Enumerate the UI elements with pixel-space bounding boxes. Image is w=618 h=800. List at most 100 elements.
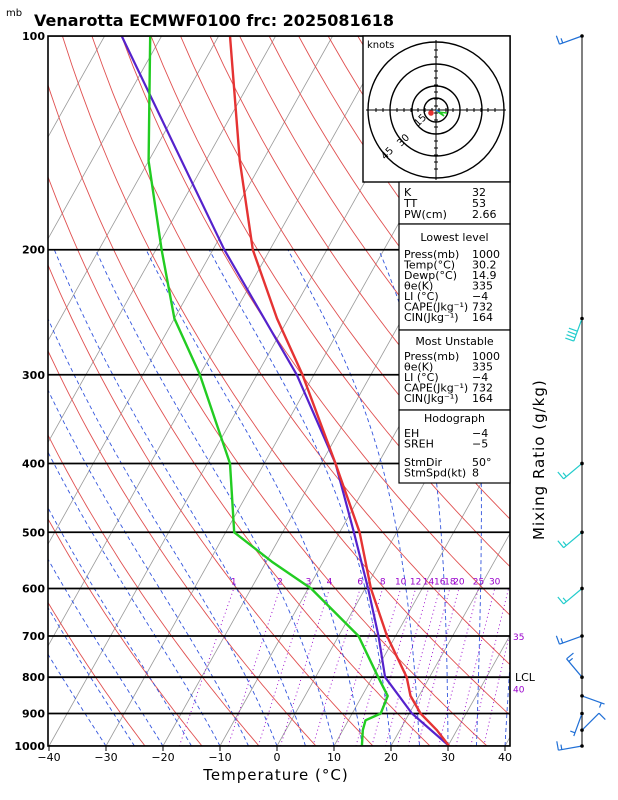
index-value: 2.66 [472,208,497,221]
moist-adiabat-line [95,249,335,746]
pressure-tick-label: 500 [22,526,45,539]
index-value: 53 [472,197,486,210]
wind-barb [555,34,584,45]
dewpoint-curve [147,36,389,746]
isotherm-line [48,36,390,647]
x-axis-label: Temperature (°C) [202,766,348,784]
index-label: LI (°C) [404,371,439,384]
isotherm-line [48,36,219,342]
mixing-ratio-label: 10 [395,577,407,587]
wind-barb [566,652,584,679]
pressure-tick-label: 600 [22,582,45,595]
dry-adiabat-line [48,263,374,746]
wind-barb [555,634,584,645]
wind-barb [565,316,584,342]
wind-barb [557,461,584,480]
x-tick-label: −10 [208,751,231,764]
index-value: 335 [472,280,493,293]
mixing-ratio-label: 2 [277,577,283,587]
x-tick-label: 20 [384,751,398,764]
mixing-ratio-label: 40 [513,686,525,696]
mixing-ratio-line [470,588,510,746]
moist-adiabat-line [287,249,420,746]
wind-barb [556,741,584,751]
dry-adiabat-line [48,83,488,746]
index-value: 732 [472,301,493,314]
dry-adiabat-line [48,175,431,746]
wind-barb [580,694,605,708]
index-value: −4 [472,290,488,303]
mixing-ratio-line [417,588,460,746]
mixing-ratio-line [397,588,441,746]
mixing-ratio-label: 4 [327,577,333,587]
wind-barb-station [580,675,584,679]
wind-barb-station [580,728,584,732]
dry-adiabat-line [91,36,510,666]
isotherm-line [48,36,105,138]
wind-barb-station [580,744,584,748]
chart-title: Venarotta ECMWF0100 frc: 2025081618 [34,11,394,30]
wind-barb-station [580,586,584,591]
pressure-tick-label: 900 [22,708,45,721]
mixing-ratio-label: 25 [473,577,484,587]
mixing-ratio-label: 8 [380,577,386,587]
dry-adiabat-line [209,36,510,474]
sounding-profiles [120,36,451,746]
index-label: Press(mb) [404,350,459,363]
mixing-ratio-label: 35 [513,633,524,643]
wind-barb-station [580,530,584,535]
index-label: CIN(Jkg⁻¹) [404,311,459,324]
mixing-ratio-label: 1 [231,577,237,587]
x-tick-label: 10 [327,751,341,764]
index-label: CAPE(Jkg⁻¹) [404,382,468,395]
isotherm-line [48,36,333,546]
indices-header: Hodograph [424,412,485,425]
mixing-ratio-line [227,588,281,746]
mixing-ratio-label: 18 [444,577,456,587]
index-value: 8 [472,467,479,480]
index-value: 335 [472,361,493,374]
index-value: 1000 [472,248,500,261]
index-label: StmDir [404,456,443,469]
index-label: PW(cm) [404,208,447,221]
indices-box [398,329,511,411]
index-label: θe(K) [404,361,433,374]
pressure-unit-label: mb [6,8,22,19]
parcel-curve [120,36,450,746]
mixing-ratio-label: 16 [434,577,446,587]
moist-adiabat-line [48,317,278,746]
hodograph-trace-upper [435,109,441,113]
index-label: StmSpd(kt) [404,467,466,480]
isotherm-line [390,532,510,746]
temperature-curve [228,36,451,746]
isotherm-line [48,36,162,240]
moist-adiabat-line [145,249,363,746]
wind-barb-station [580,711,584,716]
moist-adiabat-line [48,388,249,746]
x-tick-label: 0 [274,751,281,764]
pressure-tick-label: 700 [22,630,45,643]
isotherm-line [562,36,618,746]
indices-box [398,181,511,225]
index-label: Temp(°C) [403,259,455,272]
indices-header: Most Unstable [415,335,494,348]
pressure-tick-label: 100 [22,30,45,43]
index-value: 1000 [472,350,500,363]
x-tick-label: 40 [498,751,512,764]
isotherm-line [48,36,276,444]
wind-barb-station [580,34,584,38]
moist-adiabat-line [48,606,135,746]
mixing-ratio-label: 30 [489,577,501,587]
moist-adiabat-line [208,249,392,746]
moist-adiabat-line [48,653,107,746]
index-value: 164 [472,392,493,405]
mixing-ratio-label: 14 [423,577,435,587]
dry-adiabat-line [180,36,510,520]
dry-adiabat-line [48,518,203,746]
x-tick-label: −20 [151,751,174,764]
mixing-ratio-label: 20 [453,577,465,587]
wind-barb-station [580,634,584,638]
x-tick-label: −40 [37,751,60,764]
